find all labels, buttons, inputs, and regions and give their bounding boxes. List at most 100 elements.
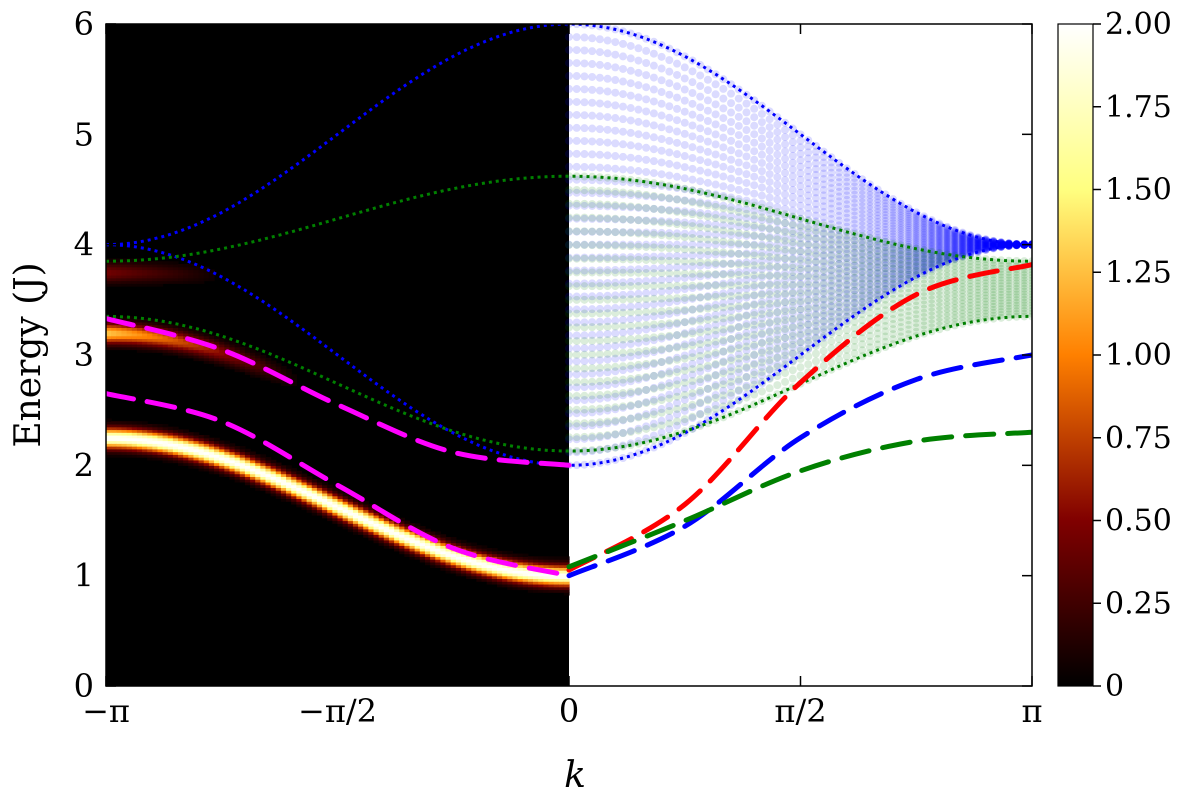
blue-continuum-point <box>696 388 705 397</box>
heatmap-cell <box>445 539 452 544</box>
heatmap-cell <box>142 319 148 323</box>
heatmap-cell <box>543 581 550 585</box>
green-continuum-point <box>804 272 813 281</box>
blue-continuum-point <box>626 116 635 125</box>
heatmap-cell <box>440 556 447 560</box>
heatmap-cell <box>311 501 318 505</box>
blue-continuum-point <box>665 252 674 261</box>
heatmap-cell <box>147 454 153 458</box>
heatmap-cell <box>106 426 112 431</box>
heatmap-cell <box>388 542 395 546</box>
green-continuum-point <box>665 219 674 228</box>
heatmap-cell <box>255 462 261 466</box>
heatmap-cell <box>198 454 205 458</box>
green-continuum-point <box>742 240 751 249</box>
heatmap-cell <box>208 269 215 273</box>
green-continuum-point <box>757 232 766 241</box>
blue-continuum-point <box>673 387 682 396</box>
heatmap-cell <box>455 542 462 546</box>
heatmap-cell <box>229 346 236 351</box>
heatmap-cell <box>486 553 493 557</box>
heatmap-cell <box>486 564 493 568</box>
heatmap-cell <box>399 545 405 549</box>
blue-continuum-point <box>680 307 689 316</box>
heatmap-cell <box>265 468 272 472</box>
blue-continuum-point <box>742 364 751 373</box>
heatmap-cell <box>234 476 241 480</box>
heatmap-cell <box>435 559 441 563</box>
blue-continuum-point <box>773 165 782 174</box>
heatmap-cell <box>306 495 313 500</box>
heatmap-cell <box>152 335 159 340</box>
heatmap-cell <box>188 269 195 273</box>
heatmap-cell <box>188 440 195 444</box>
heatmap-cell <box>214 357 220 362</box>
green-continuum-point <box>649 294 658 303</box>
heatmap-cell <box>476 567 483 571</box>
blue-continuum-point <box>588 343 597 352</box>
blue-continuum-point <box>611 88 620 97</box>
heatmap-cell <box>435 542 441 546</box>
heatmap-cell <box>280 470 287 475</box>
heatmap-cell <box>512 567 519 571</box>
heatmap-cell <box>224 462 231 466</box>
blue-continuum-point <box>649 252 658 261</box>
heatmap-cell <box>116 316 123 320</box>
heatmap-cell <box>208 275 215 279</box>
heatmap-cell <box>244 476 251 480</box>
heatmap-cell <box>136 454 143 458</box>
heatmap-cell <box>543 564 550 568</box>
green-continuum-point <box>765 271 774 280</box>
blue-continuum-point <box>588 240 597 249</box>
heatmap-cell <box>491 553 498 557</box>
heatmap-cell <box>234 346 241 351</box>
green-continuum-point <box>703 201 712 210</box>
heatmap-cell <box>178 440 184 444</box>
blue-continuum-point <box>565 214 573 223</box>
blue-continuum-point <box>734 258 743 267</box>
blue-continuum-point <box>603 215 612 224</box>
heatmap-cell <box>548 589 555 593</box>
green-continuum-point <box>719 380 728 389</box>
green-continuum-point <box>727 356 736 365</box>
green-continuum-point <box>835 239 844 248</box>
green-continuum-point <box>634 373 643 382</box>
green-continuum-point <box>819 265 828 274</box>
green-continuum-point <box>665 344 674 353</box>
heatmap-cell <box>224 443 231 447</box>
blue-continuum-point <box>665 159 674 168</box>
green-continuum-point <box>742 362 751 371</box>
blue-continuum-point <box>680 395 689 404</box>
heatmap-cell <box>229 343 236 348</box>
green-continuum-point <box>757 348 766 357</box>
heatmap-cell <box>167 432 174 436</box>
heatmap-cell <box>260 366 267 370</box>
heatmap-cell <box>383 537 390 541</box>
blue-continuum-point <box>565 370 573 379</box>
blue-continuum-point <box>750 206 759 215</box>
blue-continuum-point <box>757 191 766 200</box>
blue-continuum-point <box>642 95 651 104</box>
blue-continuum-point <box>580 344 589 353</box>
blue-continuum-point <box>665 90 674 99</box>
heatmap-cell <box>178 429 184 433</box>
blue-continuum-point <box>665 402 674 411</box>
heatmap-cell <box>455 572 462 577</box>
heatmap-cell <box>502 553 508 557</box>
green-continuum-point <box>742 281 751 290</box>
green-continuum-point <box>619 375 628 384</box>
blue-continuum-point <box>750 283 759 292</box>
heatmap-cell <box>167 451 174 455</box>
green-continuum-point <box>703 224 712 233</box>
blue-continuum-point <box>773 218 782 227</box>
heatmap-cell <box>136 423 143 428</box>
green-continuum-point <box>711 405 720 414</box>
blue-continuum-point <box>750 325 759 334</box>
heatmap-cell <box>244 459 251 464</box>
heatmap-cell <box>167 266 174 271</box>
heatmap-cell <box>419 539 426 544</box>
green-continuum-point <box>642 294 651 303</box>
blue-continuum-point <box>781 262 790 271</box>
blue-continuum-point <box>595 189 604 198</box>
blue-continuum-point <box>757 314 766 323</box>
